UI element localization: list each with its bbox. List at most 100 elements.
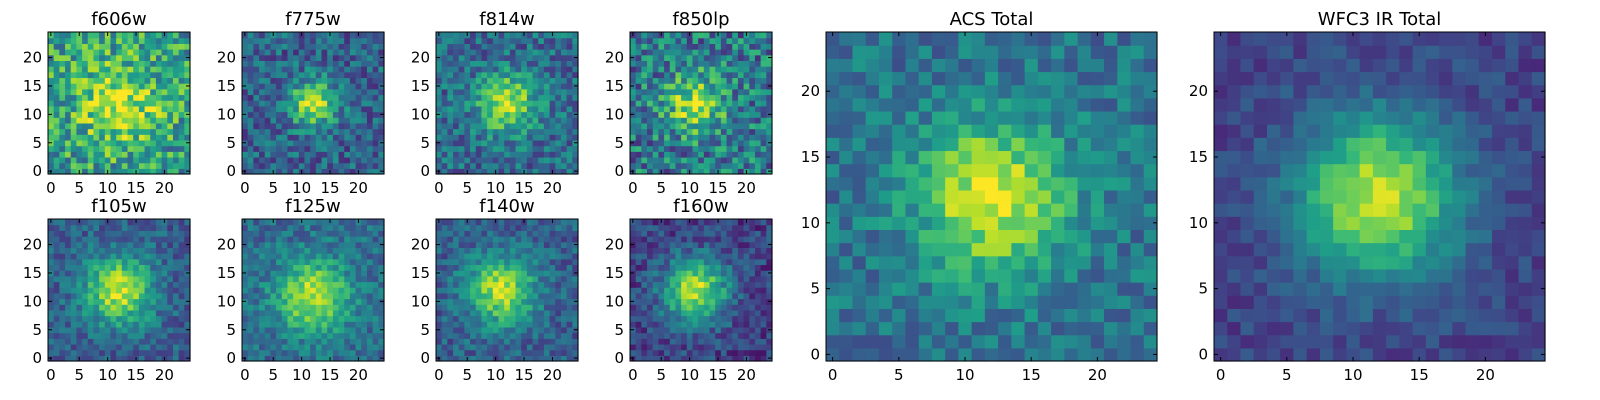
heatmap-cell (681, 292, 688, 300)
heatmap-cell (59, 247, 66, 254)
heatmap-cell (133, 60, 140, 67)
heatmap-cell (259, 156, 266, 164)
heatmap-cell (259, 298, 266, 305)
heatmap-cell (133, 117, 140, 124)
heatmap-cell (361, 349, 368, 356)
heatmap-cell (464, 258, 471, 266)
heatmap-cell (669, 43, 677, 50)
heatmap-cell (247, 343, 254, 351)
heatmap-cell (287, 134, 294, 141)
heatmap-cell (458, 309, 465, 317)
heatmap-cell (76, 66, 83, 73)
heatmap-cell (93, 156, 100, 164)
heatmap-cell (321, 338, 328, 345)
heatmap-cell (686, 88, 694, 96)
heatmap-cell (298, 43, 306, 50)
heatmap-cell (161, 128, 168, 135)
heatmap-cell (720, 83, 728, 90)
heatmap-cell (150, 247, 157, 254)
heatmap-cell (675, 117, 682, 124)
heatmap-cell (178, 49, 185, 56)
heatmap-cell (259, 71, 266, 79)
heatmap-cell (287, 49, 294, 56)
heatmap-cell (732, 43, 739, 50)
heatmap-cell (253, 332, 260, 339)
heatmap-cell (441, 162, 448, 169)
heatmap-cell (652, 145, 659, 152)
heatmap-cell (658, 156, 665, 164)
heatmap-cell (635, 287, 642, 294)
heatmap-cell (99, 71, 106, 79)
heatmap-cell (327, 309, 334, 317)
heatmap-cell (116, 258, 123, 266)
heatmap-cell (436, 100, 443, 107)
heatmap-cell (521, 304, 528, 311)
heatmap-cell (641, 309, 648, 317)
heatmap-cell (349, 253, 357, 260)
heatmap-cell (641, 281, 648, 288)
heatmap-cell (504, 156, 511, 164)
heatmap-cell (675, 32, 682, 39)
heatmap-cell (372, 224, 379, 231)
heatmap-cell (732, 355, 739, 362)
heatmap-cell (566, 292, 573, 300)
heatmap-cell (658, 326, 665, 334)
heatmap-cell (247, 241, 254, 248)
heatmap-cell (515, 326, 522, 334)
heatmap-cell (178, 37, 185, 44)
heatmap-cell (675, 151, 682, 158)
heatmap-cell (652, 298, 659, 305)
heatmap-cell (172, 128, 180, 135)
heatmap-cell (754, 298, 762, 305)
heatmap-cell (270, 111, 277, 118)
heatmap-cell (310, 281, 317, 288)
heatmap-cell (70, 343, 77, 351)
heatmap-cell (150, 275, 157, 283)
heatmap-cell (76, 343, 83, 351)
heatmap-cell (332, 111, 340, 118)
heatmap-cell (155, 32, 163, 39)
heatmap-cell (344, 326, 351, 334)
heatmap-cell (441, 88, 448, 96)
heatmap-cell (737, 77, 745, 84)
heatmap-cell (669, 292, 677, 300)
heatmap-cell (310, 258, 317, 266)
heatmap-cell (720, 77, 728, 84)
heatmap-cell (59, 315, 66, 322)
heatmap-cell (470, 105, 477, 113)
heatmap-cell (647, 139, 654, 147)
heatmap-cell (555, 309, 562, 317)
heatmap-cell (458, 287, 465, 294)
x-tick-label: 15 (320, 366, 339, 384)
heatmap-cell (737, 117, 745, 124)
heatmap-cell (247, 315, 254, 322)
heatmap-cell (732, 156, 739, 164)
heatmap-cell (127, 326, 134, 334)
heatmap-cell (321, 60, 328, 67)
heatmap-cell (361, 275, 368, 283)
heatmap-cell (344, 122, 351, 130)
heatmap-cell (732, 281, 739, 288)
heatmap-cell (332, 309, 340, 317)
heatmap-cell (116, 292, 123, 300)
heatmap-cell (658, 94, 665, 101)
heatmap-cell (481, 230, 488, 237)
heatmap-cell (304, 219, 311, 226)
heatmap-cell (726, 134, 733, 141)
heatmap-cell (276, 162, 283, 169)
heatmap-cell (161, 343, 168, 351)
heatmap-cell (675, 315, 682, 322)
heatmap-cell (760, 94, 767, 101)
heatmap-cell (59, 139, 66, 147)
heatmap-cell (766, 32, 773, 39)
heatmap-cell (692, 151, 699, 158)
heatmap-cell (70, 304, 77, 311)
heatmap-cell (321, 77, 328, 84)
heatmap-cell (492, 247, 500, 254)
heatmap-cell (87, 66, 95, 73)
heatmap-cell (276, 66, 283, 73)
heatmap-cell (436, 247, 443, 254)
heatmap-cell (65, 151, 72, 158)
heatmap-cell (253, 77, 260, 84)
heatmap-cell (99, 298, 106, 305)
